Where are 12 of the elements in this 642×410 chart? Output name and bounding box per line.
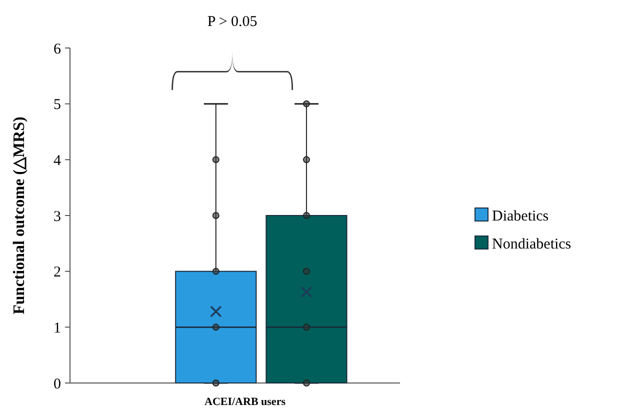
y-tick-label: 3: [54, 208, 61, 225]
y-tick-label: 6: [54, 41, 62, 58]
y-tick-label: 4: [54, 152, 62, 169]
text: P > 0.05: [207, 14, 258, 30]
y-tick-label: 2: [54, 264, 61, 281]
legend-label: Nondiabetics: [492, 236, 572, 252]
y-tick-label: 0: [54, 376, 61, 392]
x-tick-label: ACEI/ARB users: [204, 396, 286, 408]
y-tick-label: 5: [54, 97, 61, 114]
y-axis-title: Functional outcome (△MRS): [11, 116, 28, 314]
y-tick-label: 1: [54, 320, 61, 336]
legend-label: Diabetics: [492, 208, 549, 224]
